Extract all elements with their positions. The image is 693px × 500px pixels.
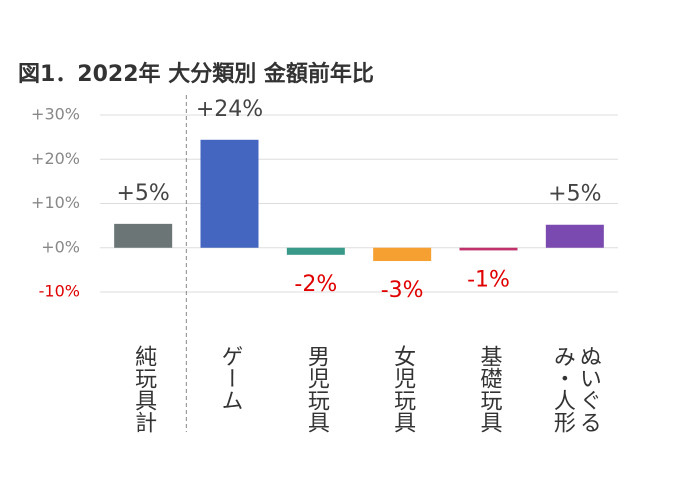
x-tick-label: ぬいぐるみ・人形 xyxy=(549,345,601,433)
bar xyxy=(200,139,259,248)
x-tick-label: 基礎玩具 xyxy=(476,345,502,433)
value-label: -1% xyxy=(467,267,510,292)
y-tick-label: -10% xyxy=(39,282,80,301)
y-tick-label: +0% xyxy=(41,237,80,256)
y-tick-label: +20% xyxy=(31,149,80,168)
y-tick-label: +10% xyxy=(31,193,80,212)
x-tick-label: 女児玩具 xyxy=(390,345,416,433)
value-label: -3% xyxy=(381,278,424,303)
value-label: +24% xyxy=(196,97,263,122)
x-tick-label: ゲーム xyxy=(217,345,243,411)
value-label: +5% xyxy=(548,182,601,207)
chart-title: 図1．2022年 大分類別 金額前年比 xyxy=(18,61,374,87)
bar xyxy=(286,247,345,255)
bar xyxy=(114,223,173,248)
value-label: +5% xyxy=(116,181,169,206)
bar xyxy=(459,247,518,251)
x-tick-label: 男児玩具 xyxy=(303,345,329,433)
bar xyxy=(373,247,432,262)
value-label: -2% xyxy=(294,272,337,297)
y-tick-label: +30% xyxy=(31,105,80,124)
x-tick-label: 純玩具計 xyxy=(131,345,157,433)
bar xyxy=(545,224,604,248)
